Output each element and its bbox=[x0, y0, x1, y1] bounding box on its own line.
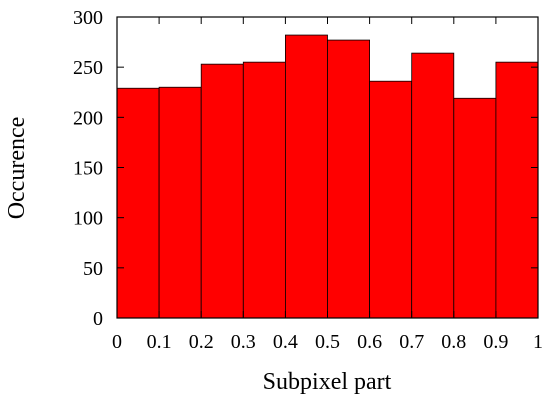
y-tick-label: 50 bbox=[83, 258, 103, 280]
histogram-bar bbox=[495, 61, 539, 319]
y-tick-label: 250 bbox=[73, 57, 103, 79]
histogram-bar bbox=[327, 39, 370, 319]
histogram-bar bbox=[200, 63, 244, 319]
histogram-bar bbox=[158, 86, 202, 319]
x-tick-labels: 0 0.1 0.2 0.3 0.4 0.5 0.6 0.7 0.8 0.9 1 bbox=[112, 331, 543, 353]
histogram-bar bbox=[284, 34, 328, 319]
y-tick-label: 150 bbox=[73, 158, 103, 180]
x-axis-title: Subpixel part bbox=[263, 369, 392, 395]
histogram-bar bbox=[411, 52, 455, 319]
x-tick-label: 0.5 bbox=[315, 331, 340, 353]
x-tick-label: 0.1 bbox=[147, 331, 172, 353]
histogram-bar bbox=[116, 87, 160, 319]
x-tick-label: 0.6 bbox=[357, 331, 382, 353]
plot-frame bbox=[116, 16, 539, 319]
y-tick-label: 300 bbox=[73, 7, 103, 29]
x-tick-label: 0.2 bbox=[189, 331, 214, 353]
y-tick-labels: 0 50 100 150 200 250 300 bbox=[73, 7, 103, 330]
y-tick-label: 100 bbox=[73, 208, 103, 230]
x-tick-label: 0 bbox=[112, 331, 122, 353]
x-tick-label: 0.7 bbox=[399, 331, 424, 353]
y-tick-label: 200 bbox=[73, 107, 103, 129]
x-tick-label: 0.4 bbox=[273, 331, 298, 353]
histogram-bar bbox=[242, 61, 286, 319]
x-tick-label: 0.9 bbox=[483, 331, 508, 353]
y-tick-label: 0 bbox=[93, 308, 103, 330]
histogram-bar bbox=[453, 97, 497, 319]
y-axis-title: Occurence bbox=[4, 117, 30, 220]
x-tick-label: 0.8 bbox=[441, 331, 466, 353]
bars-group bbox=[116, 34, 539, 319]
x-tick-label: 0.3 bbox=[231, 331, 256, 353]
histogram-bar bbox=[369, 80, 413, 319]
x-tick-label: 1 bbox=[533, 331, 543, 353]
